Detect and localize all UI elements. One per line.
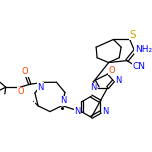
Text: N: N xyxy=(37,83,44,92)
Text: S: S xyxy=(129,30,136,40)
Text: N: N xyxy=(115,76,121,85)
Text: N: N xyxy=(102,107,109,116)
Text: O: O xyxy=(108,66,115,75)
Text: CN: CN xyxy=(133,62,146,71)
Text: N: N xyxy=(90,83,96,92)
Text: N: N xyxy=(60,96,66,105)
Text: N: N xyxy=(74,107,81,116)
Text: O: O xyxy=(22,67,28,76)
Text: NH₂: NH₂ xyxy=(135,45,152,54)
Text: O: O xyxy=(18,88,24,97)
